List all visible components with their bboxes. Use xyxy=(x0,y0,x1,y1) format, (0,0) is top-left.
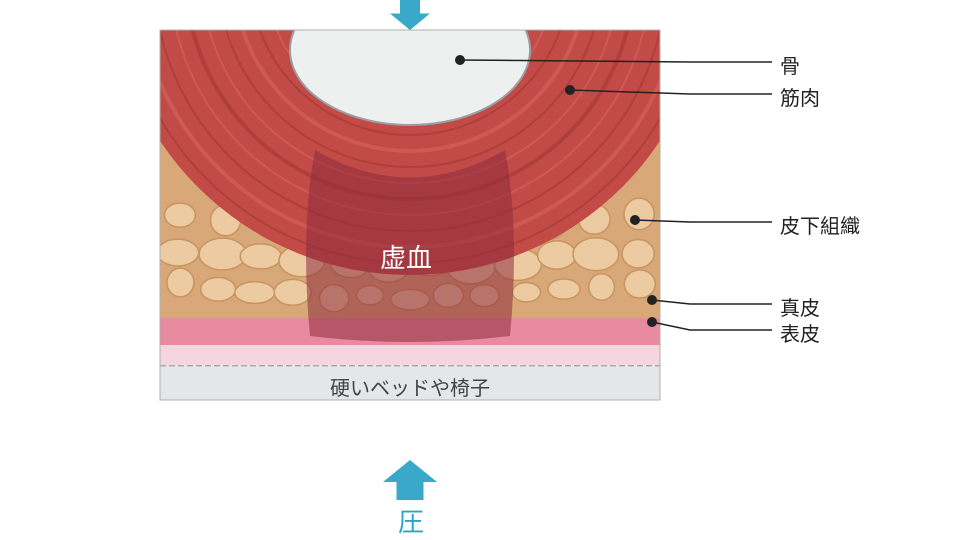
label-dermis: 真皮 xyxy=(780,292,820,321)
diagram-stage: 骨 筋肉 皮下組織 真皮 表皮 虚血 硬いベッドや椅子 圧 xyxy=(0,0,960,540)
label-bone: 骨 xyxy=(780,50,800,79)
label-subcutaneous: 皮下組織 xyxy=(780,210,860,239)
ischemia-label: 虚血 xyxy=(380,238,432,275)
label-epidermis: 表皮 xyxy=(780,318,820,347)
surface-label: 硬いベッドや椅子 xyxy=(330,372,490,401)
diagram-svg xyxy=(0,0,960,540)
pressure-label: 圧 xyxy=(398,502,424,539)
label-muscle: 筋肉 xyxy=(780,82,820,111)
